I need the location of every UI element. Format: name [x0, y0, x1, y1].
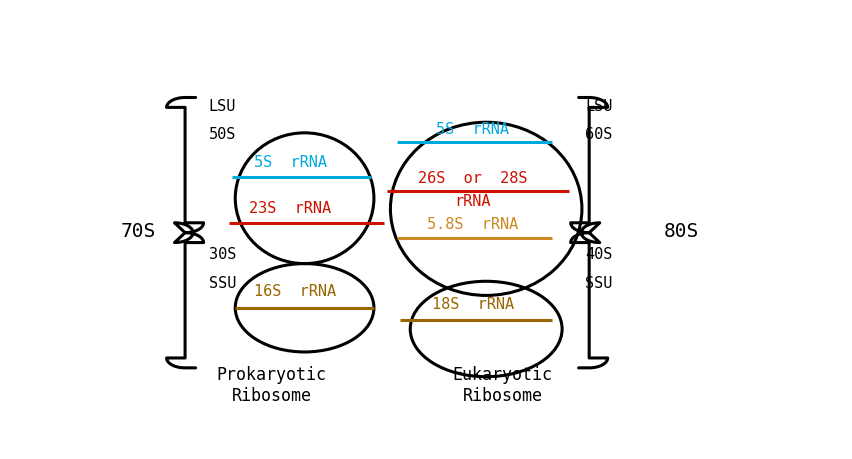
Text: 80S: 80S: [664, 222, 699, 241]
Text: Ribosome: Ribosome: [232, 387, 312, 405]
Text: 70S: 70S: [121, 222, 156, 241]
Text: 50S: 50S: [209, 127, 236, 142]
Text: Prokaryotic: Prokaryotic: [216, 366, 326, 384]
Text: LSU: LSU: [585, 99, 613, 114]
Text: 30S: 30S: [209, 247, 236, 262]
Text: 18S  rRNA: 18S rRNA: [432, 297, 514, 312]
Text: 16S  rRNA: 16S rRNA: [254, 285, 336, 299]
Text: SSU: SSU: [209, 275, 236, 291]
Text: rRNA: rRNA: [455, 194, 492, 209]
Text: SSU: SSU: [585, 275, 613, 291]
Text: 60S: 60S: [585, 127, 613, 142]
Text: 23S  rRNA: 23S rRNA: [249, 202, 331, 216]
Text: 5S  rRNA: 5S rRNA: [254, 156, 326, 170]
Text: 5.8S  rRNA: 5.8S rRNA: [428, 217, 519, 232]
Text: Ribosome: Ribosome: [463, 387, 543, 405]
Text: 5S  rRNA: 5S rRNA: [436, 122, 509, 137]
Text: 40S: 40S: [585, 247, 613, 262]
Text: 26S  or  28S: 26S or 28S: [418, 171, 527, 186]
Text: LSU: LSU: [209, 99, 236, 114]
Text: Eukaryotic: Eukaryotic: [452, 366, 553, 384]
